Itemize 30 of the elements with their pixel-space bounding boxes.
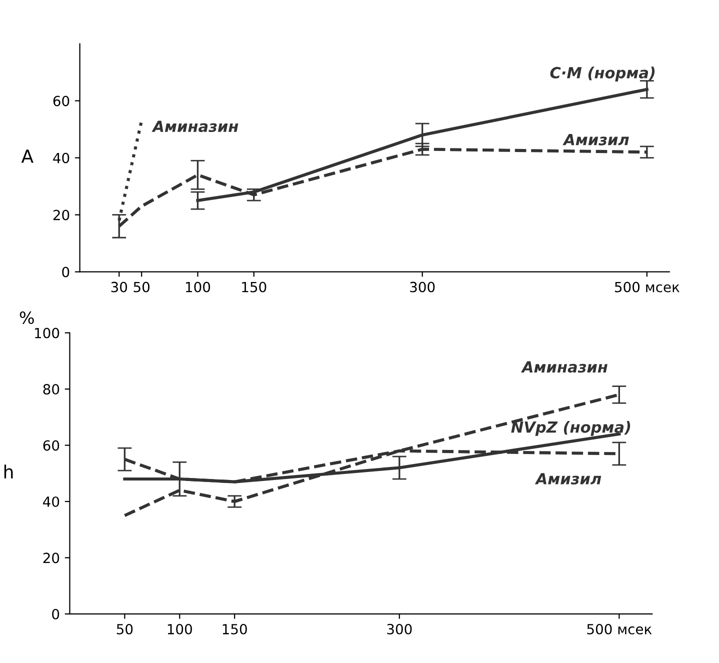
x-tick-label: 300 — [387, 624, 412, 634]
y-tick-label: 80 — [43, 384, 60, 395]
y-tick-label: 0 — [62, 266, 70, 278]
series-label: NVpZ (норма) — [511, 421, 630, 436]
x-tick-label: 100 — [168, 624, 192, 634]
text: % — [20, 311, 34, 324]
y-tick-label: 60 — [53, 96, 70, 106]
x-tick-label: 50 — [116, 624, 133, 634]
x-tick-label: 50 — [134, 282, 150, 292]
series-label: Амизил — [534, 473, 602, 484]
series-label: Амизил — [562, 134, 629, 146]
series-label: С·М (норма) — [550, 66, 655, 82]
x-tick-label: 500 мсек — [587, 624, 652, 634]
series-label: Аминазин — [152, 120, 238, 132]
series-label: Аминазин — [520, 361, 608, 373]
y-axis-title: A — [21, 150, 34, 163]
x-tick-label: 500 мсек — [615, 282, 680, 292]
y-tick-label: 60 — [43, 440, 60, 451]
y-axis-title: h — [4, 464, 13, 478]
x-tick-label: 100 — [186, 282, 210, 292]
y-tick-label: 40 — [43, 496, 60, 507]
y-tick-label: 100 — [35, 328, 60, 338]
x-tick-label: 30 — [111, 282, 128, 292]
y-tick-label: 20 — [53, 210, 70, 220]
x-tick-label: 150 — [242, 282, 266, 292]
x-tick-label: 150 — [222, 624, 247, 634]
x-tick-label: 300 — [410, 282, 435, 292]
y-tick-label: 0 — [52, 608, 60, 620]
y-tick-label: 40 — [53, 152, 70, 164]
y-tick-label: 20 — [43, 552, 60, 564]
